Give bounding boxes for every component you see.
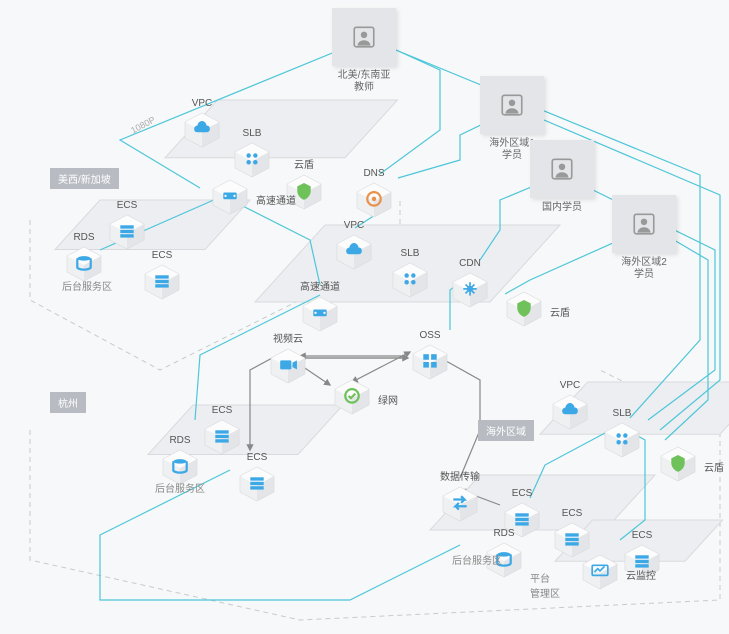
user-label: 国内学员 [542, 202, 582, 214]
zone-label: 后台服务区 [452, 552, 502, 567]
user-u_teacher: 北美/东南亚教师 [332, 8, 396, 94]
region-tag: 美西/新加坡 [50, 168, 119, 189]
user-label: 海外区域2学员 [621, 257, 667, 281]
user-u_ov2: 海外区域2学员 [612, 195, 676, 281]
connections-layer [0, 0, 729, 634]
user-icon [612, 195, 676, 253]
region-tag: 海外区域 [478, 420, 534, 441]
user-icon [332, 8, 396, 66]
user-u_cn: 国内学员 [530, 140, 594, 214]
zone-label: 后台服务区 [155, 480, 205, 495]
user-icon [530, 140, 594, 198]
user-label: 北美/东南亚教师 [338, 70, 391, 94]
zone-label: 后台服务区 [62, 278, 112, 293]
user-icon [480, 76, 544, 134]
region-tag: 杭州 [50, 392, 86, 413]
zone-label: 平台管理区 [530, 570, 560, 600]
user-label: 海外区域1学员 [489, 138, 535, 162]
